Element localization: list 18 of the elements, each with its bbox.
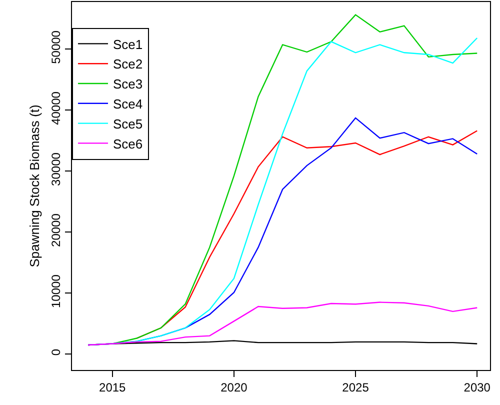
legend-label: Sce6 <box>113 136 143 152</box>
legend-label: Sce3 <box>113 76 143 92</box>
x-tick-label: 2015 <box>99 380 126 394</box>
y-tick-label: 30000 <box>49 152 64 186</box>
y-axis-title: Spawning Stock Biomass (t) <box>27 104 42 268</box>
line-series <box>87 302 478 346</box>
x-tick-label: 2020 <box>220 380 248 394</box>
legend-label: Sce2 <box>113 56 143 72</box>
y-tick-label: 0 <box>49 348 64 356</box>
legend-label: Sce5 <box>113 116 143 132</box>
y-tick-label: 40000 <box>49 91 64 125</box>
y-tick-label: 50000 <box>49 30 64 64</box>
legend-label: Sce4 <box>113 96 143 112</box>
y-tick-label: 10000 <box>49 274 64 308</box>
x-tick-label: 2025 <box>342 380 370 394</box>
x-tick-label: 2030 <box>464 380 491 394</box>
y-tick-label: 20000 <box>49 213 64 247</box>
legend-label: Sce1 <box>113 36 143 52</box>
